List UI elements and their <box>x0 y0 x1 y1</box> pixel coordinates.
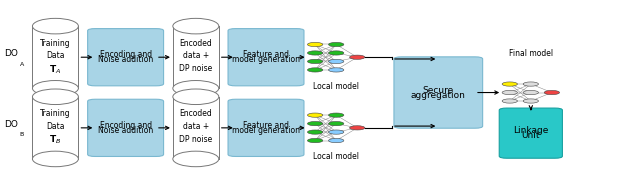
FancyBboxPatch shape <box>499 108 563 158</box>
Text: DP noise: DP noise <box>179 135 212 144</box>
Bar <box>173 97 219 159</box>
Text: model generation: model generation <box>232 55 300 64</box>
Bar <box>33 97 78 159</box>
Ellipse shape <box>33 18 78 34</box>
Circle shape <box>307 51 323 55</box>
FancyBboxPatch shape <box>88 29 164 86</box>
Text: Encoding and: Encoding and <box>100 121 152 130</box>
Text: Feature and: Feature and <box>243 50 289 59</box>
Circle shape <box>328 68 344 72</box>
Text: data +: data + <box>182 51 209 60</box>
Circle shape <box>328 51 344 55</box>
Ellipse shape <box>33 89 78 104</box>
Bar <box>33 26 78 88</box>
Text: Training: Training <box>40 109 71 118</box>
Circle shape <box>328 122 344 126</box>
Ellipse shape <box>33 80 78 96</box>
Text: model generation: model generation <box>232 126 300 135</box>
Text: $\mathbf{T}_A$: $\mathbf{T}_A$ <box>49 63 61 76</box>
Text: Noise addition: Noise addition <box>98 55 153 64</box>
Circle shape <box>523 90 538 95</box>
Circle shape <box>328 42 344 47</box>
Text: aggregation: aggregation <box>411 90 466 100</box>
Ellipse shape <box>33 151 78 167</box>
Text: Local model: Local model <box>313 153 359 161</box>
Circle shape <box>502 99 517 103</box>
Circle shape <box>502 90 517 95</box>
Text: data +: data + <box>182 122 209 131</box>
Text: DP noise: DP noise <box>179 64 212 73</box>
Text: Encoded: Encoded <box>179 39 212 48</box>
Text: A: A <box>20 62 24 67</box>
Text: DO: DO <box>4 49 19 58</box>
Circle shape <box>307 130 323 134</box>
Circle shape <box>502 82 517 86</box>
Circle shape <box>307 68 323 72</box>
Text: Linkage: Linkage <box>513 126 548 135</box>
Text: DO: DO <box>4 120 19 129</box>
Ellipse shape <box>173 89 219 104</box>
Circle shape <box>349 126 365 130</box>
Circle shape <box>523 82 538 86</box>
Circle shape <box>328 59 344 64</box>
Text: Final model: Final model <box>509 49 553 58</box>
Text: Local model: Local model <box>313 82 359 91</box>
FancyBboxPatch shape <box>394 57 483 128</box>
Circle shape <box>523 99 538 103</box>
Circle shape <box>307 138 323 143</box>
Text: Encoded: Encoded <box>179 109 212 118</box>
Circle shape <box>544 90 559 95</box>
Circle shape <box>328 113 344 117</box>
FancyBboxPatch shape <box>88 99 164 156</box>
Circle shape <box>328 130 344 134</box>
Circle shape <box>349 55 365 59</box>
Text: Unit: Unit <box>522 131 540 140</box>
Text: Noise addition: Noise addition <box>98 126 153 135</box>
Text: Feature and: Feature and <box>243 121 289 130</box>
Text: Data: Data <box>46 51 65 60</box>
FancyBboxPatch shape <box>228 99 304 156</box>
Circle shape <box>307 122 323 126</box>
Text: B: B <box>20 132 24 137</box>
Text: Secure: Secure <box>422 86 454 95</box>
FancyBboxPatch shape <box>228 29 304 86</box>
Circle shape <box>307 113 323 117</box>
Circle shape <box>328 138 344 143</box>
Text: $\mathbf{T}_B$: $\mathbf{T}_B$ <box>49 134 61 146</box>
Ellipse shape <box>173 18 219 34</box>
Text: Training: Training <box>40 39 71 48</box>
Bar <box>173 26 219 88</box>
Text: Encoding and: Encoding and <box>100 50 152 59</box>
Ellipse shape <box>173 80 219 96</box>
Circle shape <box>307 42 323 47</box>
Text: Data: Data <box>46 122 65 131</box>
Circle shape <box>307 59 323 64</box>
Ellipse shape <box>173 151 219 167</box>
